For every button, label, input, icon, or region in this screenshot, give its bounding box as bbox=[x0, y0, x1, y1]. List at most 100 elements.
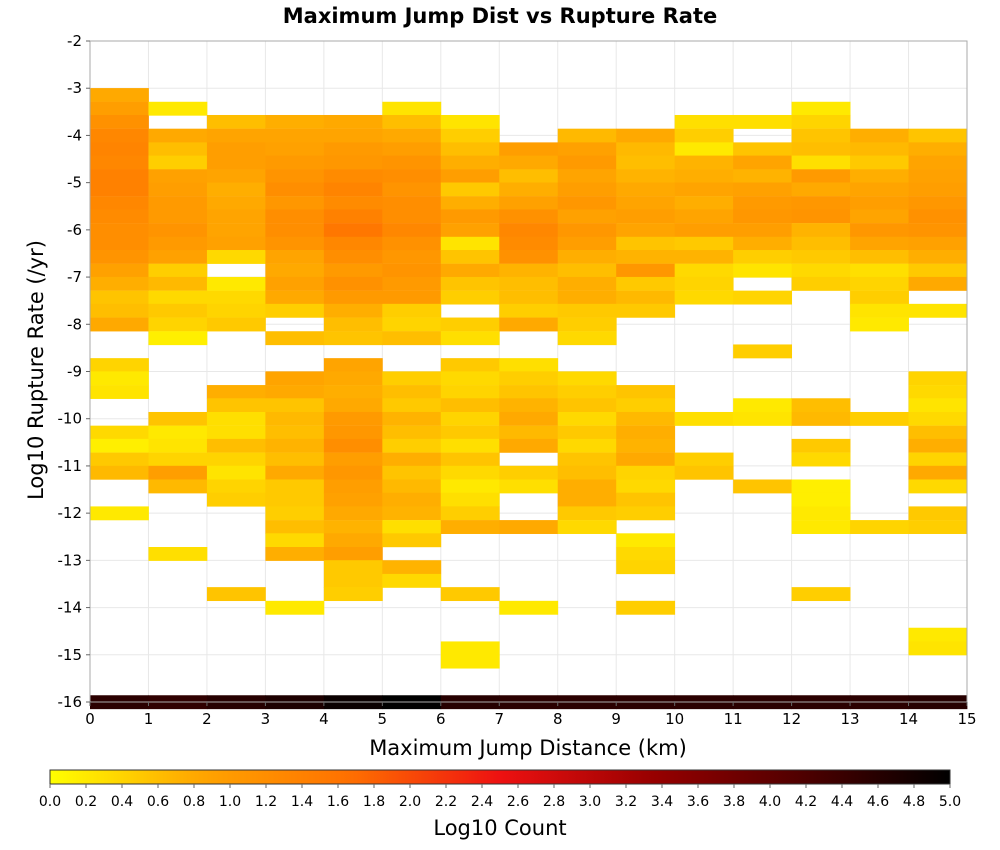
heatmap-cell bbox=[616, 142, 676, 157]
heatmap-cell bbox=[382, 196, 442, 211]
heatmap-cell bbox=[206, 438, 266, 453]
heatmap-cell bbox=[557, 209, 617, 224]
heatmap-cell bbox=[499, 317, 559, 332]
heatmap-cell bbox=[674, 250, 734, 264]
heatmap-cell bbox=[674, 236, 734, 251]
heatmap-cell bbox=[499, 263, 559, 278]
heatmap-cell bbox=[616, 250, 676, 264]
y-tick-label: -6 bbox=[67, 221, 82, 239]
heatmap-cell bbox=[323, 547, 383, 561]
colorbar-tick-label: 0.8 bbox=[183, 794, 205, 810]
heatmap-cell bbox=[440, 654, 500, 669]
heatmap-cell bbox=[265, 276, 325, 291]
heatmap-cell bbox=[674, 196, 734, 211]
heatmap-cell bbox=[265, 452, 325, 467]
heatmap-cell bbox=[382, 250, 442, 264]
colorbar-tick-label: 3.8 bbox=[723, 794, 745, 810]
x-tick-label: 4 bbox=[319, 710, 329, 728]
heatmap-cell bbox=[323, 398, 383, 413]
heatmap-cell bbox=[850, 223, 909, 238]
heatmap-cell bbox=[674, 114, 734, 129]
heatmap-cell bbox=[733, 196, 792, 211]
heatmap-cell bbox=[90, 425, 149, 440]
heatmap-cell bbox=[791, 506, 851, 521]
heatmap-cell bbox=[382, 128, 442, 143]
heatmap-cell bbox=[440, 276, 500, 291]
x-tick-label: 9 bbox=[611, 710, 621, 728]
heatmap-cell bbox=[265, 209, 325, 224]
heatmap-cell bbox=[440, 317, 500, 332]
heatmap-cell bbox=[616, 128, 676, 143]
heatmap-cell bbox=[791, 182, 851, 197]
heatmap-cell bbox=[499, 169, 559, 184]
heatmap-cell bbox=[90, 128, 149, 143]
x-tick-label: 0 bbox=[85, 710, 95, 728]
heatmap-cell bbox=[850, 290, 909, 305]
heatmap-cell bbox=[90, 385, 149, 399]
heatmap-cell bbox=[674, 223, 734, 238]
heatmap-cell bbox=[265, 128, 325, 143]
heatmap-cell bbox=[674, 182, 734, 197]
y-tick-label: -5 bbox=[67, 174, 82, 192]
colorbar-label: Log10 Count bbox=[433, 816, 566, 840]
colorbar-tick-label: 4.6 bbox=[867, 794, 889, 810]
heatmap-cell bbox=[206, 492, 266, 507]
heatmap-cell bbox=[616, 303, 676, 318]
heatmap-cell bbox=[265, 600, 325, 615]
heatmap-cell bbox=[265, 142, 325, 157]
heatmap-cell bbox=[440, 385, 500, 399]
heatmap-cell bbox=[674, 128, 734, 143]
x-tick-label: 1 bbox=[144, 710, 154, 728]
heatmap-cell bbox=[616, 411, 676, 426]
heatmap-cell bbox=[791, 101, 851, 116]
heatmap-cell bbox=[499, 209, 559, 224]
heatmap-cell bbox=[674, 209, 734, 224]
heatmap-cell bbox=[440, 492, 500, 507]
colorbar-tick-label: 3.6 bbox=[687, 794, 709, 810]
heatmap-cell bbox=[90, 465, 149, 480]
heatmap-cell bbox=[674, 465, 734, 480]
heatmap-cell bbox=[148, 411, 208, 426]
heatmap-cell bbox=[265, 385, 325, 399]
heatmap-cell bbox=[791, 169, 851, 184]
heatmap-cell bbox=[440, 641, 500, 656]
heatmap-cell bbox=[499, 411, 559, 426]
heatmap-cell bbox=[206, 425, 266, 440]
y-axis-label: Log10 Rupture Rate (/yr) bbox=[24, 240, 48, 500]
heatmap-cell bbox=[382, 290, 442, 305]
heatmap-cell bbox=[440, 425, 500, 440]
heatmap-cell bbox=[674, 142, 734, 157]
heatmap-cell bbox=[557, 452, 617, 467]
colorbar-tick-label: 0.6 bbox=[147, 794, 169, 810]
y-tick-label: -2 bbox=[67, 32, 82, 50]
heatmap-cell bbox=[440, 155, 500, 170]
heatmap-cell bbox=[206, 452, 266, 467]
x-tick-label: 10 bbox=[665, 710, 684, 728]
heatmap-cell bbox=[382, 276, 442, 291]
colorbar-tick-label: 1.6 bbox=[327, 794, 349, 810]
heatmap-cell bbox=[733, 209, 792, 224]
heatmap-cell bbox=[616, 438, 676, 453]
heatmap-cell bbox=[499, 276, 559, 291]
heatmap-cell bbox=[323, 331, 383, 346]
heatmap-cell bbox=[674, 411, 734, 426]
x-axis-ticks: 0 1 2 3 4 5 6 7 8 9 10 11 12 13 14 15 bbox=[85, 702, 977, 728]
heatmap-cell bbox=[616, 155, 676, 170]
heatmap-cell bbox=[382, 385, 442, 399]
heatmap-cell bbox=[908, 425, 968, 440]
heatmap-cell bbox=[557, 371, 617, 386]
heatmap-cell bbox=[616, 452, 676, 467]
heatmap-cell bbox=[206, 169, 266, 184]
heatmap-cell bbox=[148, 263, 208, 278]
colorbar-ticks: 0.0 0.2 0.4 0.6 0.8 1.0 1.2 1.4 1.6 1.8 2.0 2.2 2.4 2… bbox=[39, 784, 961, 810]
heatmap-cell bbox=[382, 425, 442, 440]
heatmap-cell bbox=[557, 506, 617, 521]
colorbar bbox=[49, 769, 951, 785]
heatmap-cell bbox=[265, 303, 325, 318]
heatmap-cell bbox=[323, 560, 383, 575]
heatmap-cell bbox=[323, 114, 383, 129]
heatmap-cell bbox=[206, 290, 266, 305]
heatmap-cell bbox=[440, 196, 500, 211]
y-tick-label: -11 bbox=[58, 457, 83, 475]
heatmap-cell bbox=[908, 223, 968, 238]
